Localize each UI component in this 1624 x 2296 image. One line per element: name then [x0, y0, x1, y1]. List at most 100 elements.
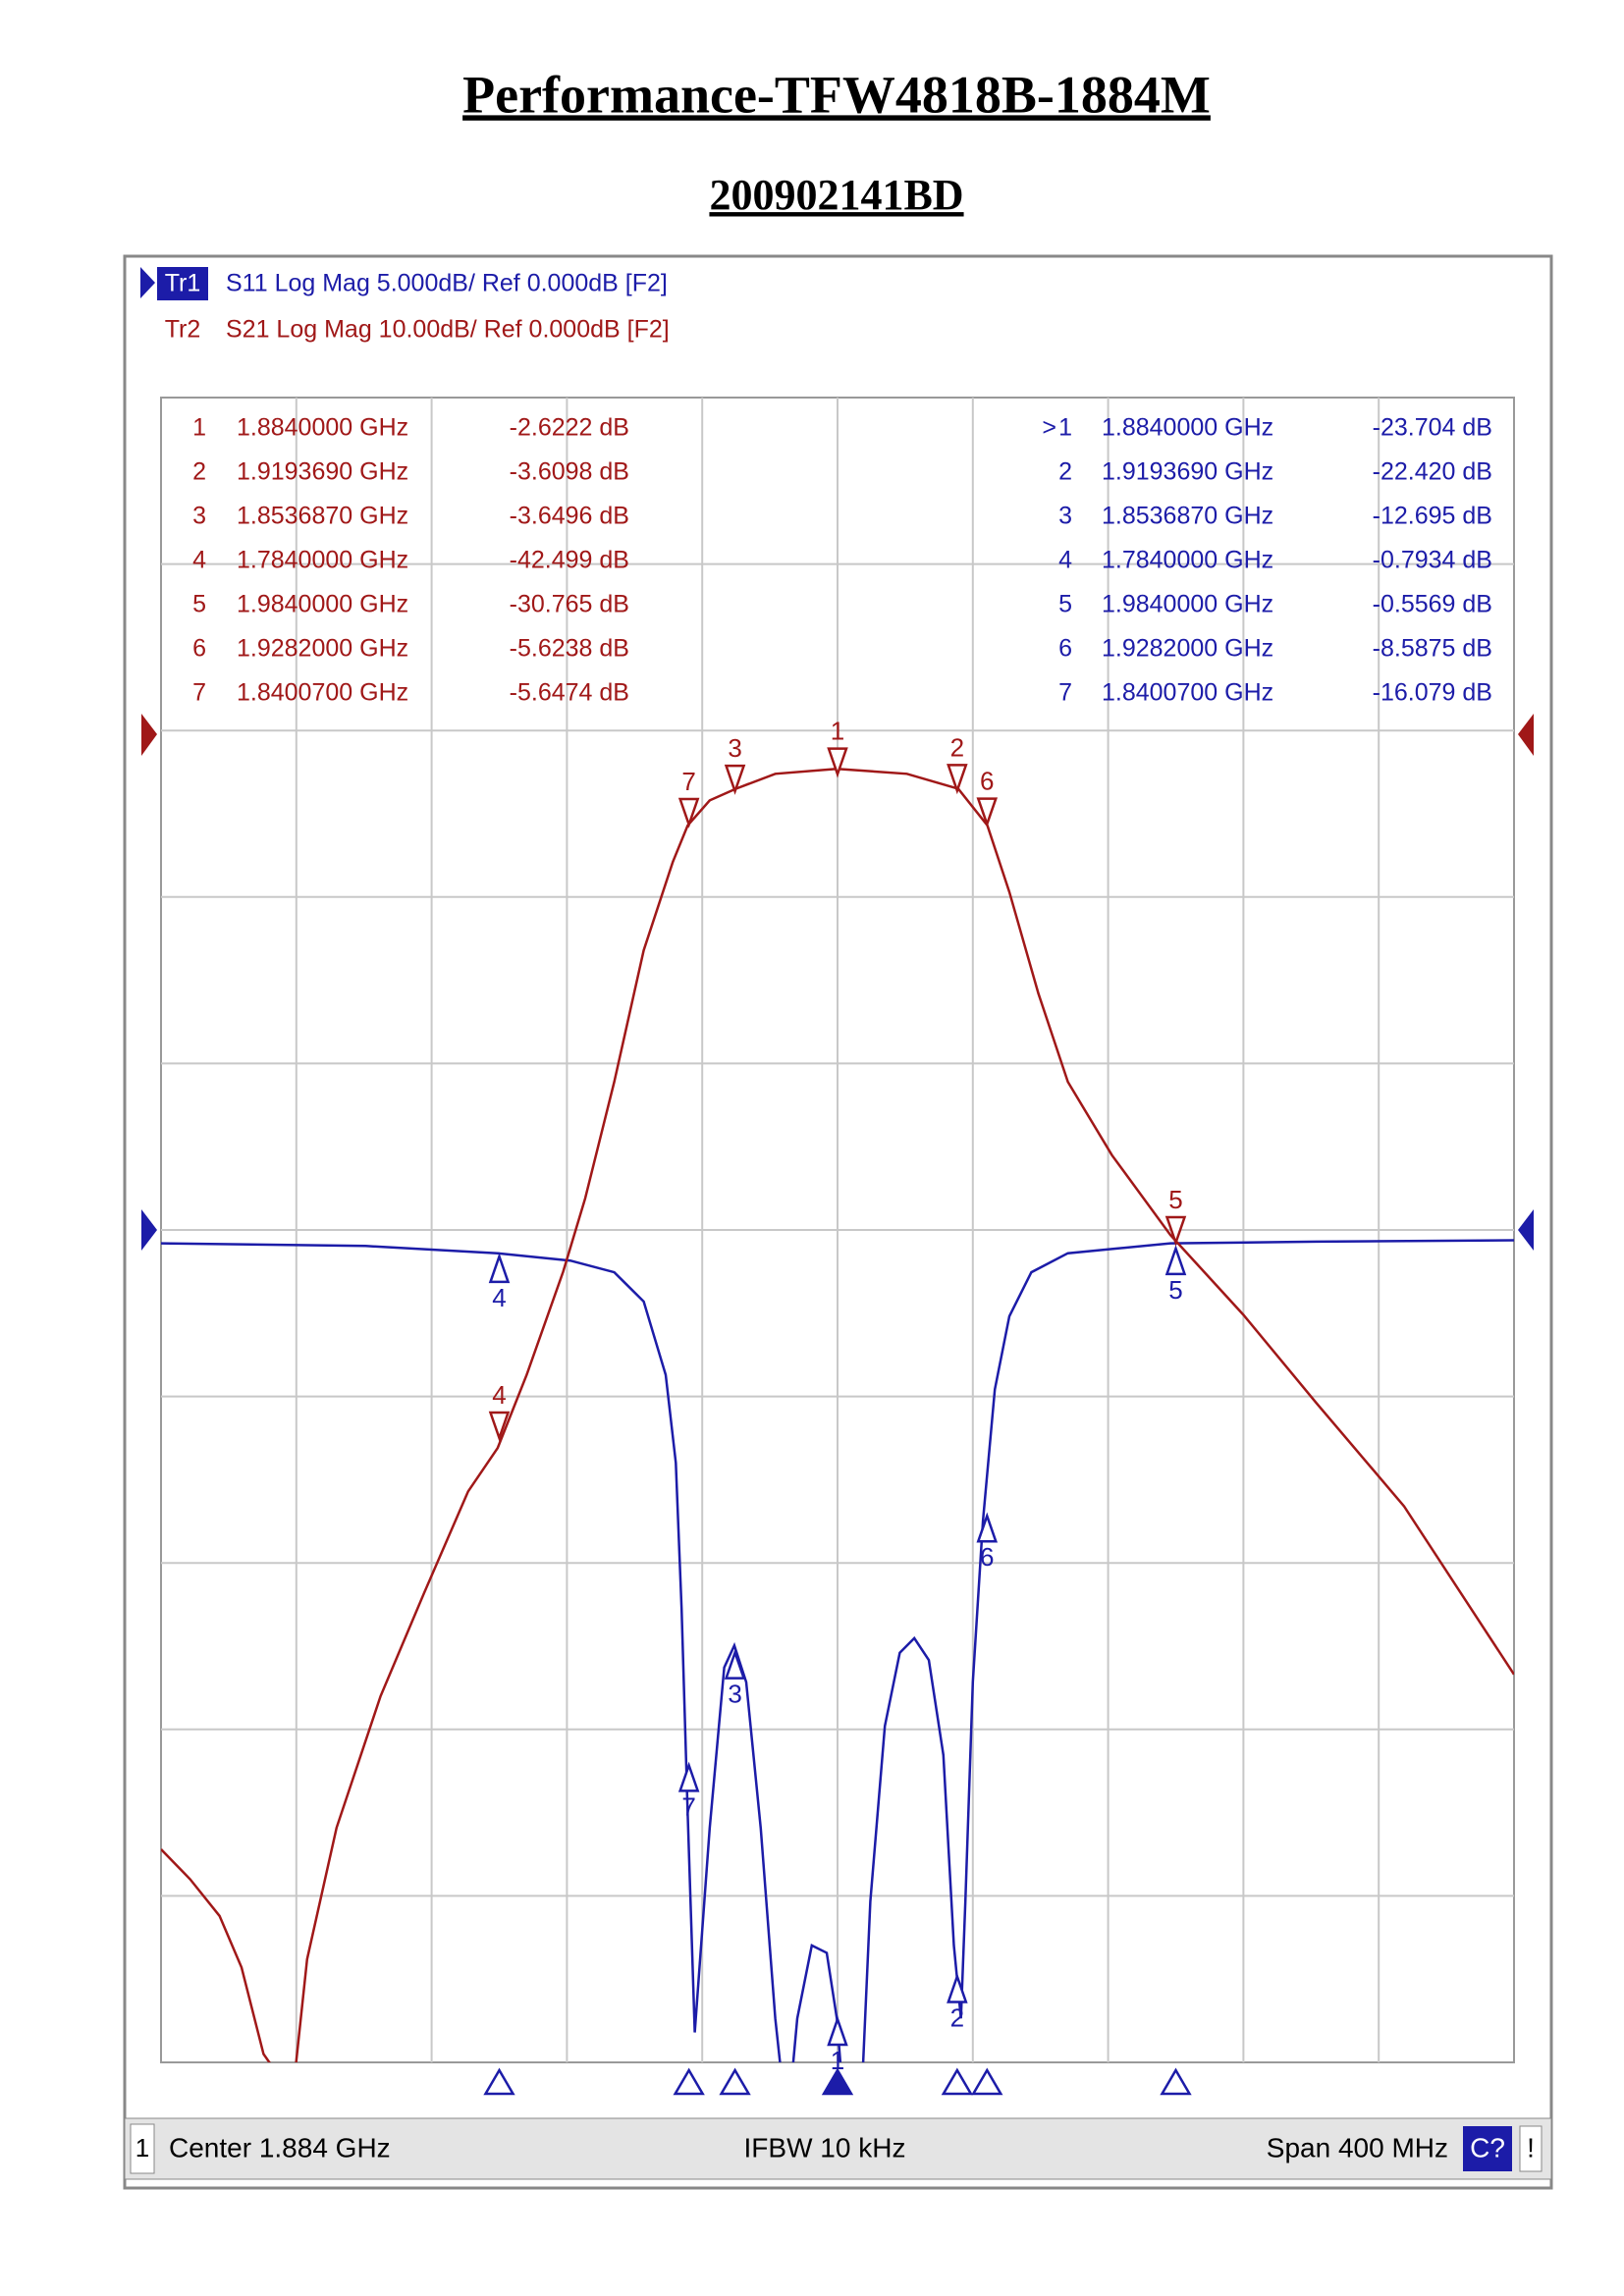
flag-box [1519, 2125, 1543, 2172]
ifbw: IFBW 10 kHz [744, 2132, 906, 2163]
marker-label: 1 [831, 717, 844, 746]
title: Performance-TFW4818B-1884M [462, 65, 1211, 124]
marker [827, 2015, 848, 2047]
marker-label: 4 [492, 1283, 506, 1312]
marker-id: 3 [1058, 503, 1072, 530]
ref-arrow [1518, 1209, 1534, 1251]
marker [677, 1761, 700, 1792]
marker-value: -5.6474 dB [510, 679, 629, 707]
ref-arrow [1518, 714, 1534, 756]
marker-label: 5 [1168, 1185, 1182, 1214]
status-bar [124, 2117, 1552, 2180]
status-cell [130, 2123, 155, 2174]
marker-frequency: 1.9193690 GHz [1102, 458, 1273, 486]
marker [976, 797, 999, 828]
channel: 1 [135, 2133, 149, 2163]
marker-value: -8.5875 dB [1373, 635, 1492, 663]
cal-box[interactable] [1463, 2126, 1512, 2171]
marker-label: 7 [681, 1791, 695, 1821]
marker-frequency: 1.9282000 GHz [237, 635, 408, 663]
marker-frequency: 1.7840000 GHz [1102, 547, 1273, 574]
marker-id: 2 [192, 458, 206, 486]
trace-header: S21 Log Mag 10.00dB/ Ref 0.000dB [F2] [226, 316, 670, 344]
trace-id: Tr2 [165, 316, 201, 344]
marker-label: 6 [980, 1542, 994, 1572]
marker-indicator [941, 2067, 974, 2096]
marker-label: 5 [1168, 1275, 1182, 1305]
marker-frequency: 1.9840000 GHz [1102, 591, 1273, 618]
center: Center 1.884 GHz [169, 2132, 391, 2163]
marker [976, 1512, 999, 1543]
marker [488, 1411, 511, 1442]
marker-frequency: 1.8840000 GHz [237, 414, 408, 442]
marker-label: 1 [831, 2046, 844, 2075]
marker-value: -23.704 dB [1373, 414, 1492, 442]
marker-frequency: 1.8840000 GHz [1102, 414, 1273, 442]
marker-id: 4 [1058, 547, 1072, 574]
marker-id: 6 [192, 635, 206, 663]
marker-indicator [673, 2067, 705, 2096]
marker-value: -22.420 dB [1373, 458, 1492, 486]
cal[interactable]: C? [1470, 2132, 1505, 2163]
ref-arrow [141, 1209, 157, 1251]
marker-frequency: 1.9193690 GHz [237, 458, 408, 486]
marker-id: 1 [192, 414, 206, 442]
marker [947, 1972, 968, 2003]
marker-id: 5 [192, 591, 206, 618]
traces [161, 767, 1514, 2062]
active-prefix: > [1042, 414, 1056, 442]
marker [677, 797, 700, 828]
trace [161, 1239, 1514, 2062]
marker-label: 4 [492, 1380, 506, 1410]
ref-arrow [141, 714, 157, 756]
marker-label: 3 [728, 1679, 741, 1708]
active-pointer [140, 267, 155, 298]
marker [1164, 1215, 1187, 1247]
marker-frequency: 1.8536870 GHz [237, 503, 408, 530]
marker-value: -5.6238 dB [510, 635, 629, 663]
marker-frequency: 1.8536870 GHz [1102, 503, 1273, 530]
marker-id: 6 [1058, 635, 1072, 663]
marker-indicator [1160, 2067, 1192, 2096]
active-trace-box [157, 267, 208, 300]
marker-id: 5 [1058, 591, 1072, 618]
marker-id: 2 [1058, 458, 1072, 486]
marker-value: -30.765 dB [510, 591, 629, 618]
marker [488, 1253, 511, 1284]
marker-indicator [971, 2067, 1003, 2096]
trace [161, 767, 1514, 2062]
marker-frequency: 1.7840000 GHz [237, 547, 408, 574]
marker-label: 2 [950, 2002, 964, 2032]
trace-id: Tr1 [165, 270, 201, 297]
marker-value: -3.6496 dB [510, 503, 629, 530]
marker-value: -0.5569 dB [1373, 591, 1492, 618]
marker-id: 4 [192, 547, 206, 574]
marker-frequency: 1.9282000 GHz [1102, 635, 1273, 663]
marker [827, 747, 848, 778]
marker [724, 1648, 746, 1680]
span: Span 400 MHz [1267, 2132, 1448, 2163]
marker-indicator [483, 2067, 515, 2096]
marker-frequency: 1.9840000 GHz [237, 591, 408, 618]
subtitle: 200902141BD [709, 171, 963, 219]
marker-value: -0.7934 dB [1373, 547, 1492, 574]
marker-frequency: 1.8400700 GHz [237, 679, 408, 707]
marker-label: 2 [950, 732, 964, 762]
marker-frequency: 1.8400700 GHz [1102, 679, 1273, 707]
marker-indicator [719, 2067, 751, 2096]
marker [724, 764, 746, 795]
marker-label: 3 [728, 733, 741, 763]
flag: ! [1527, 2132, 1535, 2163]
marker-label: 6 [980, 766, 994, 795]
marker-value: -16.079 dB [1373, 679, 1492, 707]
marker-id: 7 [192, 679, 206, 707]
marker-value: -42.499 dB [510, 547, 629, 574]
marker-value: -12.695 dB [1373, 503, 1492, 530]
marker-label: 7 [681, 767, 695, 796]
marker-id: 1 [1058, 414, 1072, 442]
marker-id: 7 [1058, 679, 1072, 707]
marker [947, 764, 968, 795]
marker-indicator [821, 2067, 854, 2096]
marker [1164, 1245, 1187, 1276]
